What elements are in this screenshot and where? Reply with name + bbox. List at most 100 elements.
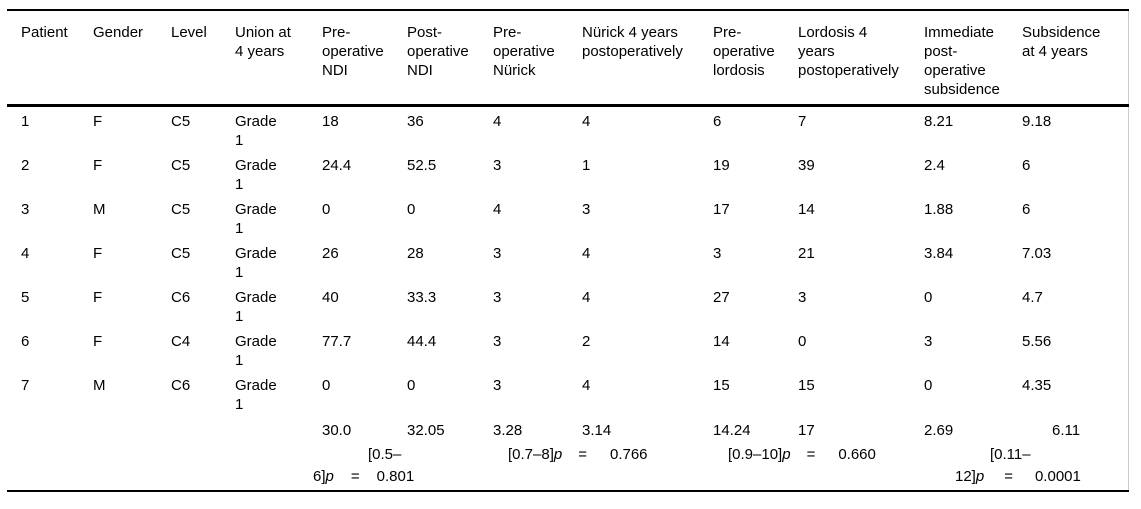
cell: 52.5 (407, 157, 437, 174)
mean-post-ndi: 32.05 (407, 422, 445, 439)
cell: 2 (21, 157, 30, 174)
cell: Grade 1 (235, 157, 277, 193)
cell: 4.35 (1022, 377, 1052, 394)
cell: 39 (798, 157, 815, 174)
mean-subsidence-4y: 6.11 (1052, 422, 1081, 439)
table-row: 6 F C4 Grade 1 77.7 44.4 3 2 14 0 3 5.56 (7, 327, 1128, 371)
ndi-pvalue-cell: [0.5– 6]p = 0.801 (313, 440, 493, 491)
col-header-post-ndi: Post-operative NDI (407, 10, 493, 107)
cell: 1.88 (924, 201, 954, 218)
ndi-pvalue-line: 6]p = 0.801 (313, 468, 415, 485)
cell: Grade 1 (235, 245, 277, 281)
cell: 4 (582, 377, 591, 394)
cell: 36 (407, 113, 424, 130)
cell: 27 (713, 289, 730, 306)
table-row: 5 F C6 Grade 1 40 33.3 3 4 27 3 0 4.7 (7, 283, 1128, 327)
ndi-range-line: [0.5– (368, 446, 402, 463)
cell: 33.3 (407, 289, 437, 306)
cell: Grade 1 (235, 289, 277, 325)
cell: 3 (493, 333, 502, 350)
cell: 3 (493, 377, 502, 394)
cell: Grade 1 (235, 113, 277, 149)
cell: M (93, 377, 106, 394)
lordosis-pvalue-cell: [0.9–10]p = 0.660 (713, 440, 924, 491)
cell: M (93, 201, 106, 218)
cell: 1 (21, 113, 30, 130)
cell: 6 (1022, 157, 1031, 174)
cell: 6 (1022, 201, 1031, 218)
cell: 19 (713, 157, 730, 174)
cell: 4 (493, 113, 502, 130)
cell: 3 (713, 245, 722, 262)
cell: F (93, 289, 103, 306)
table-row: 3 M C5 Grade 1 0 0 4 3 17 14 1.88 6 (7, 195, 1128, 239)
stats-row: [0.5– 6]p = 0.801 [0.7–8]p = 0.766 [0.9–10]p… (7, 440, 1128, 491)
cell: 7.03 (1022, 245, 1052, 262)
cell: 4.7 (1022, 289, 1043, 306)
col-header-union: Union at 4 years (235, 10, 322, 107)
cell: C5 (171, 245, 191, 262)
cell: 0 (407, 377, 416, 394)
cell: C5 (171, 201, 191, 218)
cell: 0 (798, 333, 807, 350)
cell: C4 (171, 333, 191, 350)
cell: 3 (924, 333, 933, 350)
col-header-pre-ndi: Pre-operative NDI (322, 10, 407, 107)
cell: 26 (322, 245, 339, 262)
subsidence-range-line: [0.11– (990, 446, 1031, 463)
cell: C5 (171, 157, 191, 174)
cell: 2 (582, 333, 591, 350)
cell: 4 (21, 245, 30, 262)
cell: 0 (924, 377, 933, 394)
means-row: 30.0 32.05 3.28 3.14 14.24 17 2.69 6.11 (7, 415, 1128, 440)
cell: 3.84 (924, 245, 954, 262)
table-row: 7 M C6 Grade 1 0 0 3 4 15 15 0 4.35 (7, 371, 1128, 415)
patient-outcomes-table: Patient Gender Level Union at 4 years Pr… (7, 9, 1129, 492)
cell: 5 (21, 289, 30, 306)
cell: 0 (322, 377, 331, 394)
cell: 15 (713, 377, 730, 394)
cell: F (93, 113, 103, 130)
cell: 18 (322, 113, 339, 130)
table-body: 1 F C5 Grade 1 18 36 4 4 6 7 8.21 9.18 2… (7, 106, 1128, 492)
cell: 3 (493, 245, 502, 262)
cell: 15 (798, 377, 815, 394)
cell: 28 (407, 245, 424, 262)
cell: 0 (924, 289, 933, 306)
cell: 8.21 (924, 113, 954, 130)
cell: C6 (171, 377, 191, 394)
cell: C5 (171, 113, 191, 130)
cell-empty (7, 415, 322, 440)
cell: 21 (798, 245, 815, 262)
cell: 5.56 (1022, 333, 1052, 350)
cell: 4 (493, 201, 502, 218)
table-row: 1 F C5 Grade 1 18 36 4 4 6 7 8.21 9.18 (7, 106, 1128, 152)
cell: 4 (582, 289, 591, 306)
mean-pre-lordosis: 14.24 (713, 422, 751, 439)
nurick-pvalue-cell: [0.7–8]p = 0.766 (493, 440, 713, 491)
mean-pre-ndi: 30.0 (322, 422, 352, 439)
cell: 7 (21, 377, 30, 394)
col-header-pre-nurick: Pre-operative Nürick (493, 10, 582, 107)
col-header-level: Level (171, 10, 235, 107)
cell: 6 (21, 333, 30, 350)
cell: 0 (322, 201, 331, 218)
cell: Grade 1 (235, 333, 277, 369)
table-row: 4 F C5 Grade 1 26 28 3 4 3 21 3.84 7.03 (7, 239, 1128, 283)
cell: F (93, 333, 103, 350)
cell: C6 (171, 289, 191, 306)
table-header: Patient Gender Level Union at 4 years Pr… (7, 10, 1128, 107)
cell: 14 (713, 333, 730, 350)
cell: Grade 1 (235, 377, 277, 413)
col-header-immediate-subsidence: Immediate post-operative subsidence (924, 10, 1022, 107)
cell: 3 (493, 157, 502, 174)
cell-empty (7, 440, 322, 491)
table-row: 2 F C5 Grade 1 24.4 52.5 3 1 19 39 2.4 6 (7, 151, 1128, 195)
cell: 14 (798, 201, 815, 218)
nurick-pvalue-line: [0.7–8]p = 0.766 (508, 446, 648, 463)
col-header-pre-lordosis: Pre-operative lordosis (713, 10, 798, 107)
cell: 7 (798, 113, 807, 130)
cell: 3 (493, 289, 502, 306)
cell: 4 (582, 113, 591, 130)
cell: F (93, 245, 103, 262)
